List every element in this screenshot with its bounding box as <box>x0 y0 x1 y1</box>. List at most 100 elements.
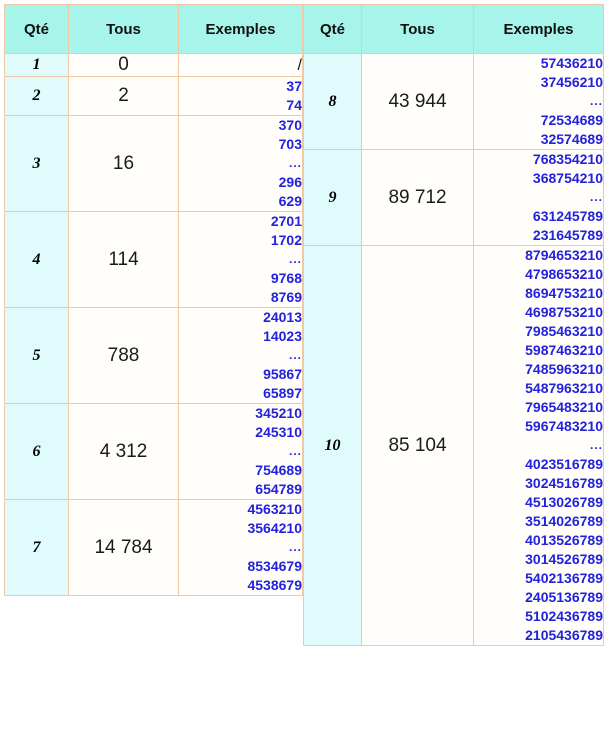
column-header-tous-right: Tous <box>361 4 474 54</box>
cell-qte: 10 <box>303 245 362 646</box>
example-value: 8794653210 <box>525 247 603 263</box>
example-value: 245310 <box>255 424 302 440</box>
cell-tous: 43 944 <box>361 53 474 150</box>
example-value: 3514026789 <box>525 513 603 529</box>
example-value: 703 <box>278 136 302 152</box>
table-body-left: 1 0/2 2 37 74 3 16 370 703... 296 629 4 114 2701 1702.… <box>4 53 303 596</box>
example-value: 8534679 <box>247 558 302 574</box>
example-value: 629 <box>278 193 302 209</box>
example-value: 5102436789 <box>525 608 603 624</box>
example-value: 74 <box>286 97 302 113</box>
example-value: 754689 <box>255 462 302 478</box>
example-value: 296 <box>278 174 302 190</box>
table-head-right: Qté Tous Exemples <box>303 4 604 54</box>
example-value: 32574689 <box>540 131 603 147</box>
cell-qte: 3 <box>4 115 69 212</box>
cell-exemples: 57436210 37456210... 72534689 32574689 <box>473 53 604 150</box>
cell-tous: 4 312 <box>68 403 179 500</box>
example-value: 4563210 <box>247 501 302 517</box>
example-ellipsis: ... <box>589 190 603 204</box>
example-value: 9768 <box>270 270 302 286</box>
example-value: 7965483210 <box>525 399 603 415</box>
example-value: 368754210 <box>532 170 603 186</box>
table-row: 4 114 2701 1702... 9768 8769 <box>4 211 303 308</box>
example-value: 4513026789 <box>525 494 603 510</box>
column-header-qte-right: Qté <box>303 4 362 54</box>
example-value: 37456210 <box>540 74 603 90</box>
table-head-left: Qté Tous Exemples <box>4 4 303 54</box>
example-ellipsis: ... <box>288 252 302 266</box>
cell-qte: 7 <box>4 499 69 596</box>
example-value: 5402136789 <box>525 570 603 586</box>
example-ellipsis: ... <box>288 156 302 170</box>
table-row: 5 788 24013 14023... 95867 65897 <box>4 307 303 404</box>
example-value: 8769 <box>270 289 302 305</box>
example-value: 4023516789 <box>525 456 603 472</box>
example-value: 2105436789 <box>525 627 603 643</box>
cell-exemples: 4563210 3564210... 8534679 4538679 <box>178 499 303 596</box>
cell-qte: 2 <box>4 76 69 116</box>
example-value: 3564210 <box>247 520 302 536</box>
example-value: 4698753210 <box>525 304 603 320</box>
example-value: 1702 <box>270 232 302 248</box>
permutations-table-left: Qté Tous Exemples 1 0/2 2 37 74 3 16 370 703... 2… <box>4 4 303 596</box>
table-row: 2 2 37 74 <box>4 76 303 116</box>
example-value: 95867 <box>263 366 302 382</box>
example-value: 24013 <box>263 309 302 325</box>
example-value: 2405136789 <box>525 589 603 605</box>
example-value: 768354210 <box>532 151 603 167</box>
example-value: 370 <box>278 117 302 133</box>
cell-tous: 85 104 <box>361 245 474 646</box>
example-ellipsis: ... <box>288 444 302 458</box>
example-value: 7485963210 <box>525 361 603 377</box>
cell-tous: 89 712 <box>361 149 474 246</box>
cell-tous: 0 <box>68 53 179 77</box>
cell-exemples: 37 74 <box>178 76 303 116</box>
cell-exemples: / <box>178 53 303 77</box>
table-row: 9 89 712 768354210 368754210... 631245789 231… <box>303 149 604 246</box>
column-header-exemples-right: Exemples <box>473 4 604 54</box>
cell-exemples: 8794653210 4798653210 8694753210 4698753210… <box>473 245 604 646</box>
example-ellipsis: ... <box>288 348 302 362</box>
header-row-right: Qté Tous Exemples <box>303 4 604 54</box>
example-value: 72534689 <box>540 112 603 128</box>
cell-exemples: 768354210 368754210... 631245789 231645789 <box>473 149 604 246</box>
cell-tous: 788 <box>68 307 179 404</box>
example-value: 8694753210 <box>525 285 603 301</box>
example-value: 4013526789 <box>525 532 603 548</box>
example-ellipsis: ... <box>589 94 603 108</box>
example-value: 5487963210 <box>525 380 603 396</box>
example-value: 14023 <box>263 328 302 344</box>
example-value: / <box>297 56 302 74</box>
cell-exemples: 370 703... 296 629 <box>178 115 303 212</box>
cell-qte: 9 <box>303 149 362 246</box>
example-value: 5987463210 <box>525 342 603 358</box>
example-value: 231645789 <box>532 227 603 243</box>
table-row: 8 43 944 57436210 37456210... 72534689 325746… <box>303 53 604 150</box>
example-ellipsis: ... <box>288 540 302 554</box>
table-row: 1 0 / <box>4 53 303 77</box>
cell-qte: 4 <box>4 211 69 308</box>
cell-qte: 6 <box>4 403 69 500</box>
column-header-exemples-left: Exemples <box>178 4 303 54</box>
cell-qte: 5 <box>4 307 69 404</box>
example-value: 2701 <box>270 213 302 229</box>
example-ellipsis: ... <box>589 438 603 452</box>
cell-qte: 8 <box>303 53 362 150</box>
table-body-right: 8 43 944 57436210 37456210... 72534689 325746… <box>303 53 604 646</box>
example-value: 4538679 <box>247 577 302 593</box>
table-row: 3 16 370 703... 296 629 <box>4 115 303 212</box>
cell-qte: 1 <box>4 53 69 77</box>
example-value: 57436210 <box>540 55 603 71</box>
table-row: 10 85 104 8794653210 4798653210 8694753210 46… <box>303 245 604 646</box>
table-row: 7 14 784 4563210 3564210... 8534679 4538679 <box>4 499 303 596</box>
example-value: 37 <box>286 78 302 94</box>
cell-exemples: 24013 14023... 95867 65897 <box>178 307 303 404</box>
tables-container: Qté Tous Exemples 1 0/2 2 37 74 3 16 370 703... 2… <box>4 4 604 746</box>
permutations-table-right: Qté Tous Exemples 8 43 944 57436210 3745621… <box>303 4 604 646</box>
cell-tous: 16 <box>68 115 179 212</box>
example-value: 7985463210 <box>525 323 603 339</box>
example-value: 3014526789 <box>525 551 603 567</box>
cell-tous: 114 <box>68 211 179 308</box>
